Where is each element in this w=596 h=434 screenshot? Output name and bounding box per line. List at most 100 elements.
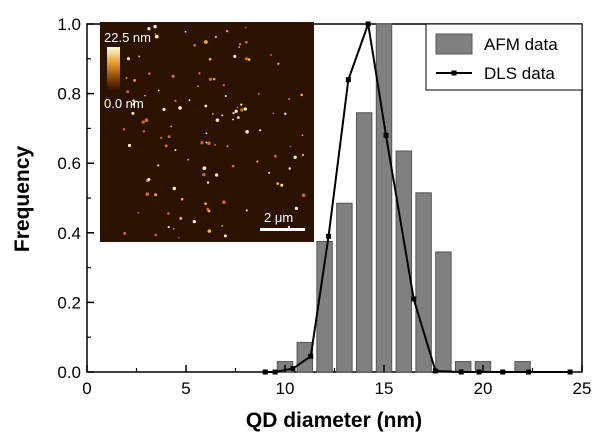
afm-particle — [233, 54, 237, 58]
afm-particle — [301, 193, 306, 198]
afm-particle — [231, 164, 235, 168]
afm-particle — [284, 112, 287, 116]
afm-bars — [276, 23, 531, 373]
afm-particle — [122, 128, 126, 131]
afm-particle — [162, 107, 166, 111]
afm-particle — [272, 112, 275, 115]
afm-particle — [244, 40, 248, 44]
afm-particle — [232, 111, 235, 115]
dls-point — [476, 369, 482, 375]
afm-particle — [289, 145, 292, 148]
color-scale-bar — [107, 47, 120, 91]
dls-point — [526, 369, 532, 375]
afm-particle — [268, 171, 271, 174]
afm-particle — [145, 192, 150, 196]
afm-particle — [204, 202, 207, 205]
afm-particle — [187, 158, 190, 161]
dls-point — [345, 77, 351, 83]
afm-inset: 22.5 nm 0.0 nm 2 μm — [100, 22, 314, 242]
dls-point — [500, 369, 506, 375]
afm-particle — [164, 144, 168, 148]
afm-particle — [226, 145, 229, 148]
afm-particle — [178, 106, 182, 110]
afm-particle — [144, 118, 149, 123]
afm-particle — [131, 111, 135, 115]
dls-point — [272, 369, 278, 375]
afm-particle — [301, 134, 304, 136]
dls-point — [432, 368, 438, 374]
x-tick-label: 25 — [573, 379, 592, 398]
x-tick-label: 15 — [375, 379, 394, 398]
afm-particle — [212, 113, 214, 115]
afm-particle — [172, 227, 175, 230]
afm-particle — [205, 141, 208, 144]
axis-ticks: 0 5 10 15 20 25 0.0 0.2 0.4 0.6 0.8 1.0 — [57, 15, 591, 398]
afm-particle — [188, 99, 191, 102]
dls-point — [458, 369, 464, 375]
afm-particle — [147, 178, 151, 181]
afm-particle — [144, 94, 146, 97]
afm-particle — [222, 200, 226, 204]
afm-particle — [202, 166, 207, 171]
afm-particle — [157, 89, 160, 92]
afm-particle — [222, 84, 226, 87]
legend: AFM data DLS data — [425, 23, 583, 91]
afm-particle — [132, 99, 135, 102]
afm-particle — [160, 136, 163, 140]
afm-particle — [142, 129, 146, 133]
afm-particle — [202, 172, 206, 177]
afm-particle — [232, 118, 234, 121]
afm-particle — [214, 173, 219, 177]
dls-line — [262, 21, 573, 375]
afm-particle — [276, 182, 280, 185]
afm-particle — [180, 197, 184, 201]
afm-bar — [316, 241, 333, 373]
afm-particle — [293, 155, 297, 159]
afm-particle — [174, 149, 177, 152]
afm-particle — [154, 33, 157, 35]
y-tick-label: 0.0 — [57, 363, 81, 382]
y-tick-label: 0.2 — [57, 293, 81, 312]
afm-particle — [174, 99, 177, 102]
legend-dls-label: DLS data — [484, 64, 555, 83]
afm-particle — [148, 72, 151, 75]
afm-particle — [192, 219, 196, 224]
afm-particle — [288, 167, 291, 170]
afm-particle — [238, 46, 241, 48]
x-tick-label: 20 — [474, 379, 493, 398]
scale-bar-label: 2 μm — [264, 210, 293, 225]
afm-particle — [214, 35, 218, 39]
afm-particle — [245, 130, 249, 134]
legend-afm-label: AFM data — [484, 35, 558, 54]
afm-particle — [167, 135, 171, 139]
dls-point — [383, 132, 389, 138]
afm-particle — [132, 102, 135, 106]
afm-particle — [133, 79, 136, 82]
y-axis-title: Frequency — [11, 146, 34, 253]
afm-particle — [170, 125, 173, 128]
y-tick-label: 0.6 — [57, 154, 81, 173]
afm-particle — [157, 164, 160, 167]
afm-particle — [274, 154, 277, 158]
afm-image-background — [100, 22, 314, 242]
afm-bar — [375, 23, 393, 373]
afm-particle — [236, 106, 239, 109]
afm-particle — [125, 77, 128, 79]
afm-particle — [123, 231, 127, 235]
afm-particle — [288, 97, 291, 101]
afm-particle — [244, 26, 247, 29]
afm-particle — [245, 209, 248, 212]
afm-bar — [415, 192, 432, 373]
afm-particle — [234, 109, 238, 113]
afm-particle — [127, 143, 132, 148]
afm-particle — [138, 55, 141, 58]
afm-particle — [141, 120, 145, 124]
afm-particle — [154, 193, 158, 197]
afm-particle — [134, 100, 137, 103]
afm-particle — [206, 207, 209, 211]
afm-particle — [172, 186, 177, 191]
afm-particle-dots — [122, 24, 306, 239]
afm-particle — [280, 183, 284, 187]
afm-particle — [238, 43, 242, 46]
